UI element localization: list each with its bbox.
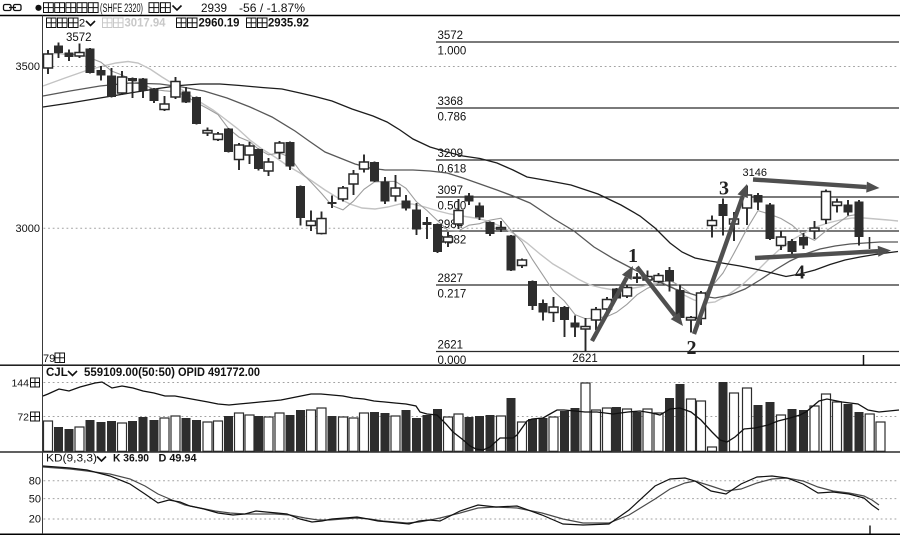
svg-text:0.786: 0.786 xyxy=(438,112,467,124)
svg-text:OPID 491772.00: OPID 491772.00 xyxy=(178,367,260,379)
svg-text:3000: 3000 xyxy=(16,223,40,235)
svg-text:K 36.90: K 36.90 xyxy=(113,453,149,465)
svg-text:3097: 3097 xyxy=(438,185,464,197)
svg-text:79: 79 xyxy=(43,353,55,365)
svg-text:2935.92: 2935.92 xyxy=(268,18,309,30)
svg-text:3: 3 xyxy=(719,178,729,200)
svg-text:CJL: CJL xyxy=(46,367,68,379)
svg-text:1: 1 xyxy=(628,245,638,267)
svg-text:50: 50 xyxy=(29,494,41,506)
svg-text:D 49.94: D 49.94 xyxy=(159,453,198,465)
svg-text:2939: 2939 xyxy=(201,1,227,15)
svg-text:3572: 3572 xyxy=(438,30,464,42)
svg-text:72: 72 xyxy=(17,412,29,424)
svg-text:20: 20 xyxy=(29,514,41,526)
svg-text:3368: 3368 xyxy=(438,96,464,108)
svg-text:2: 2 xyxy=(79,18,85,30)
svg-text:80: 80 xyxy=(29,476,41,488)
svg-text:559109.00(50:50): 559109.00(50:50) xyxy=(84,367,175,379)
svg-text:0.000: 0.000 xyxy=(438,355,467,367)
svg-text:4: 4 xyxy=(795,262,805,284)
svg-text:3500: 3500 xyxy=(16,61,40,73)
svg-text:0.618: 0.618 xyxy=(438,164,467,176)
svg-text:3017.94: 3017.94 xyxy=(125,18,167,30)
svg-text:2621: 2621 xyxy=(572,353,598,365)
svg-text:2: 2 xyxy=(687,337,697,359)
svg-text:1.000: 1.000 xyxy=(438,46,467,58)
svg-text:3572: 3572 xyxy=(66,32,92,44)
svg-text:2827: 2827 xyxy=(438,273,464,285)
svg-text:2960.19: 2960.19 xyxy=(199,18,240,30)
svg-text:3146: 3146 xyxy=(743,167,767,179)
svg-text:0.217: 0.217 xyxy=(438,289,467,301)
svg-text:144: 144 xyxy=(11,378,29,390)
svg-text:-56 / -1.87%: -56 / -1.87% xyxy=(239,1,305,15)
svg-text:2621: 2621 xyxy=(438,340,464,352)
svg-text:KD(9,3,3): KD(9,3,3) xyxy=(46,453,97,465)
svg-text:(SHFE 2320): (SHFE 2320) xyxy=(100,3,143,15)
